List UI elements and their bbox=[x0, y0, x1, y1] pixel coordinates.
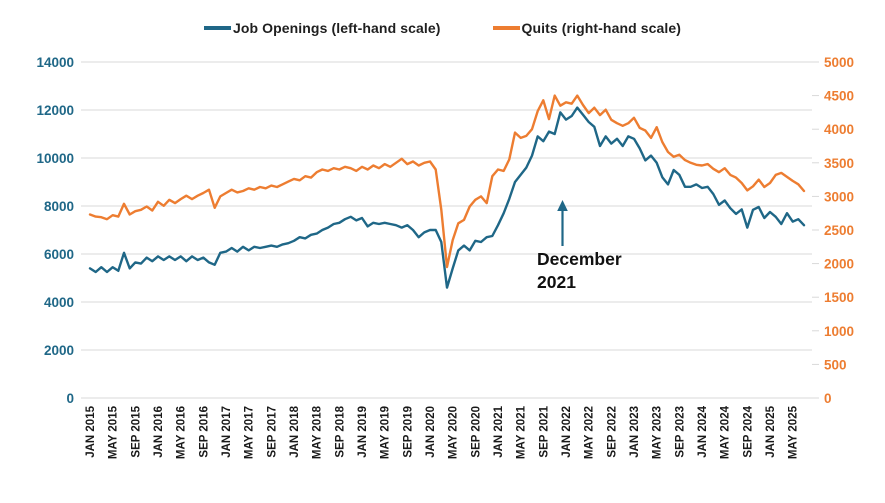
x-axis-tick-label: JAN 2023 bbox=[629, 406, 641, 458]
right-axis-tick-label: 1000 bbox=[824, 324, 854, 339]
annotation-arrowhead-icon bbox=[557, 200, 568, 211]
right-axis-tick-label: 4000 bbox=[824, 122, 854, 137]
x-axis-tick-label: JAN 2021 bbox=[493, 405, 505, 457]
x-axis-tick-label: SEP 2019 bbox=[402, 406, 414, 458]
right-axis-tick-label: 2000 bbox=[824, 257, 854, 272]
x-axis-tick-label: SEP 2020 bbox=[470, 406, 482, 458]
left-axis-tick-label: 6000 bbox=[44, 247, 74, 262]
job-openings-line-swatch-icon bbox=[203, 26, 231, 30]
annotation-line-2: 2021 bbox=[537, 272, 576, 292]
x-axis-tick-label: SEP 2021 bbox=[538, 405, 550, 457]
x-axis-tick-label: SEP 2017 bbox=[266, 406, 278, 458]
annotation-line-1: December bbox=[537, 249, 622, 269]
right-axis-tick-label: 2500 bbox=[824, 223, 854, 238]
x-axis-tick-label: MAY 2017 bbox=[244, 406, 256, 459]
x-axis-tick-label: MAY 2025 bbox=[788, 405, 800, 459]
x-axis-tick-label: JAN 2017 bbox=[221, 406, 233, 458]
left-axis-tick-label: 14000 bbox=[36, 55, 74, 70]
quits-line-swatch-icon bbox=[492, 26, 520, 30]
right-axis-tick-label: 0 bbox=[824, 391, 832, 406]
x-axis-tick-label: MAY 2015 bbox=[108, 405, 120, 459]
x-axis-tick-label: MAY 2018 bbox=[312, 405, 324, 459]
left-axis-tick-label: 12000 bbox=[36, 103, 74, 118]
legend-item-quits: Quits (right-hand scale) bbox=[492, 20, 682, 36]
x-axis-tick-label: JAN 2024 bbox=[697, 405, 709, 457]
right-axis-tick-label: 4500 bbox=[824, 89, 854, 104]
legend: Job Openings (left-hand scale) Quits (ri… bbox=[0, 20, 885, 36]
x-axis-tick-label: MAY 2024 bbox=[720, 405, 732, 459]
x-axis-tick-label: MAY 2016 bbox=[176, 406, 188, 459]
x-axis-tick-label: SEP 2023 bbox=[674, 406, 686, 458]
x-axis-tick-label: MAY 2021 bbox=[516, 405, 528, 459]
right-axis-tick-label: 3500 bbox=[824, 156, 854, 171]
x-axis-tick-label: MAY 2020 bbox=[448, 406, 460, 459]
x-axis-tick-label: SEP 2016 bbox=[198, 406, 210, 458]
x-axis-tick-label: MAY 2019 bbox=[380, 406, 392, 459]
x-axis-tick-label: SEP 2015 bbox=[130, 405, 142, 457]
x-axis-tick-label: SEP 2022 bbox=[606, 406, 618, 458]
right-axis-tick-label: 500 bbox=[824, 357, 847, 372]
x-axis-tick-label: JAN 2025 bbox=[765, 405, 777, 457]
x-axis-tick-label: JAN 2018 bbox=[289, 405, 301, 457]
legend-label-job-openings: Job Openings (left-hand scale) bbox=[232, 20, 441, 36]
right-axis-tick-label: 3000 bbox=[824, 189, 854, 204]
left-axis-tick-label: 8000 bbox=[44, 199, 74, 214]
x-axis-tick-label: JAN 2022 bbox=[561, 406, 573, 458]
left-axis-tick-label: 10000 bbox=[36, 151, 74, 166]
legend-item-job-openings: Job Openings (left-hand scale) bbox=[203, 20, 441, 36]
x-axis-tick-label: JAN 2016 bbox=[153, 406, 165, 458]
x-axis-tick-label: SEP 2018 bbox=[334, 405, 346, 457]
quits-line bbox=[88, 94, 806, 269]
x-axis-tick-label: JAN 2020 bbox=[425, 406, 437, 458]
legend-label-quits: Quits (right-hand scale) bbox=[521, 20, 682, 36]
left-axis-tick-label: 0 bbox=[66, 391, 74, 406]
left-axis-tick-label: 4000 bbox=[44, 295, 74, 310]
x-axis-tick-label: JAN 2019 bbox=[357, 406, 369, 458]
x-axis-tick-label: JAN 2015 bbox=[85, 405, 97, 457]
annotation-december-2021: December 2021 bbox=[537, 248, 622, 294]
x-axis-tick-label: SEP 2024 bbox=[742, 405, 754, 457]
left-axis-tick-label: 2000 bbox=[44, 343, 74, 358]
right-axis-tick-label: 5000 bbox=[824, 55, 854, 70]
x-axis-tick-label: MAY 2022 bbox=[584, 406, 596, 459]
x-axis-tick-label: MAY 2023 bbox=[652, 406, 664, 459]
job-openings-line bbox=[88, 106, 806, 289]
right-axis-tick-label: 1500 bbox=[824, 290, 854, 305]
